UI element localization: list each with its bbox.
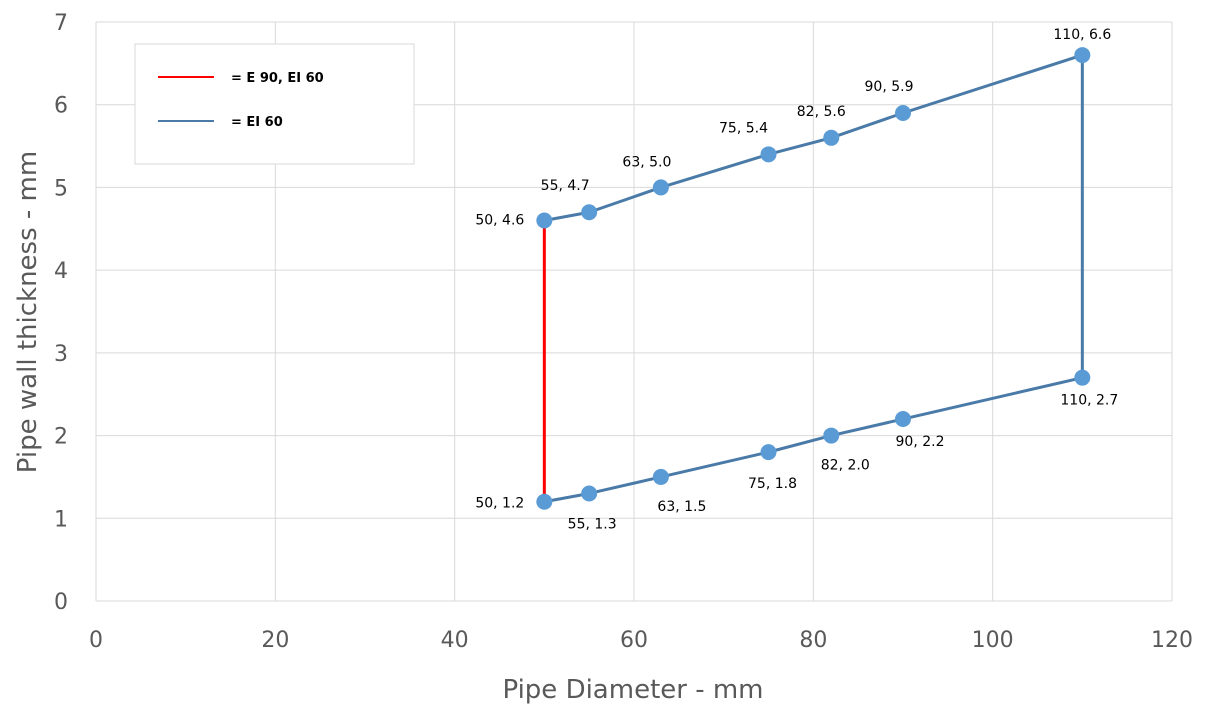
legend-label-ei60: = EI 60 xyxy=(231,115,283,130)
y-tick-label: 7 xyxy=(54,11,68,36)
data-label: 55, 4.7 xyxy=(541,178,590,194)
data-label: 63, 5.0 xyxy=(622,154,671,170)
data-labels: 50, 4.6 55, 4.7 63, 5.0 75, 5.4 82, 5.6 90, 5… xyxy=(475,27,1118,532)
y-tick-label: 3 xyxy=(54,342,68,367)
x-tick-label: 0 xyxy=(89,628,103,653)
data-point xyxy=(1074,47,1091,64)
x-tick-label: 40 xyxy=(441,628,469,653)
y-tick-label: 2 xyxy=(54,425,68,450)
data-label: 50, 1.2 xyxy=(475,496,524,512)
gridlines xyxy=(95,21,1173,602)
data-label: 110, 2.7 xyxy=(1060,393,1118,409)
data-label: 82, 2.0 xyxy=(821,458,870,474)
data-points xyxy=(536,47,1091,510)
x-tick-label: 20 xyxy=(261,628,289,653)
data-label: 75, 1.8 xyxy=(748,476,797,492)
data-label: 75, 5.4 xyxy=(719,120,768,136)
data-point xyxy=(823,129,840,146)
data-point xyxy=(760,444,777,461)
data-label: 90, 5.9 xyxy=(865,79,914,95)
data-label: 90, 2.2 xyxy=(896,434,945,450)
data-point xyxy=(581,204,598,221)
data-point xyxy=(823,427,840,444)
legend: = E 90, EI 60 = EI 60 xyxy=(134,43,415,165)
data-point xyxy=(652,179,669,196)
y-tick-label: 4 xyxy=(54,259,68,284)
series-lines xyxy=(542,53,1084,504)
data-point xyxy=(760,146,777,163)
data-label: 55, 1.3 xyxy=(568,516,617,532)
data-label: 50, 4.6 xyxy=(475,213,524,229)
series-line xyxy=(544,53,1084,504)
data-point xyxy=(895,104,911,121)
data-point xyxy=(1074,369,1091,386)
data-point xyxy=(652,468,669,485)
x-tick-label: 80 xyxy=(799,628,827,653)
data-point xyxy=(536,493,553,510)
data-label: 63, 1.5 xyxy=(657,499,706,515)
data-point xyxy=(895,411,911,428)
x-axis-title: Pipe Diameter - mm xyxy=(502,675,763,705)
y-tick-label: 1 xyxy=(54,507,68,532)
y-tick-label: 0 xyxy=(54,590,68,615)
x-tick-label: 120 xyxy=(1151,628,1193,653)
x-tick-label: 100 xyxy=(972,628,1014,653)
y-tick-label: 5 xyxy=(54,176,68,201)
data-point xyxy=(536,212,553,229)
data-point xyxy=(581,485,598,502)
y-tick-label: 6 xyxy=(54,94,68,119)
data-label: 82, 5.6 xyxy=(797,104,846,120)
tick-labels: 0 20 40 60 80 100 120 0 1 2 3 4 5 6 7 xyxy=(54,11,1193,653)
y-axis-title: Pipe wall thickness - mm xyxy=(13,151,43,473)
legend-label-e90-ei60: = E 90, EI 60 xyxy=(231,71,324,86)
data-label: 110, 6.6 xyxy=(1053,27,1111,43)
x-tick-label: 60 xyxy=(620,628,648,653)
legend-box xyxy=(134,43,415,165)
